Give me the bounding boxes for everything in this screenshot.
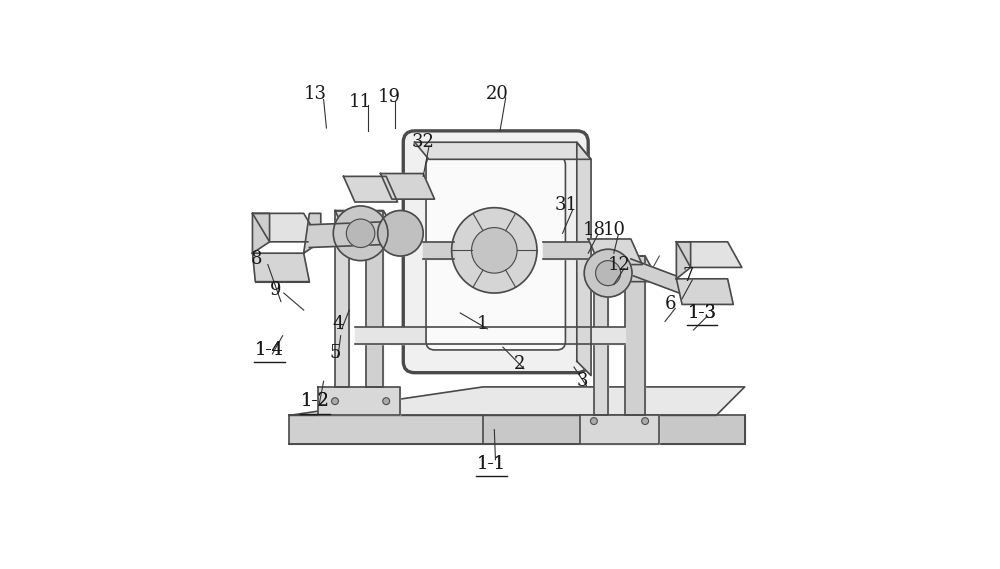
Text: 8: 8: [251, 250, 262, 268]
Circle shape: [346, 219, 375, 248]
Polygon shape: [366, 211, 383, 387]
Text: 13: 13: [304, 85, 327, 103]
Text: 12: 12: [608, 255, 631, 274]
Text: 6: 6: [665, 295, 676, 314]
Circle shape: [383, 398, 390, 405]
Text: 19: 19: [378, 88, 401, 106]
Text: 11: 11: [349, 93, 372, 112]
Text: 5: 5: [329, 344, 341, 362]
Polygon shape: [676, 242, 742, 267]
Text: 31: 31: [555, 196, 578, 214]
Circle shape: [596, 261, 621, 286]
Polygon shape: [543, 242, 588, 259]
Text: 7: 7: [682, 267, 693, 285]
Polygon shape: [335, 211, 349, 387]
Text: 1-4: 1-4: [255, 341, 284, 359]
Polygon shape: [415, 142, 591, 159]
Circle shape: [333, 206, 388, 261]
Circle shape: [378, 211, 423, 256]
Polygon shape: [252, 213, 321, 242]
Polygon shape: [631, 259, 679, 293]
FancyBboxPatch shape: [403, 131, 588, 373]
Polygon shape: [289, 387, 745, 415]
Polygon shape: [676, 242, 691, 279]
Polygon shape: [355, 327, 625, 344]
Text: 1-2: 1-2: [301, 392, 330, 410]
Text: 4: 4: [332, 315, 344, 333]
Text: 9: 9: [269, 281, 281, 299]
Polygon shape: [625, 256, 645, 415]
Polygon shape: [483, 415, 745, 444]
Polygon shape: [335, 211, 400, 239]
Circle shape: [452, 208, 537, 293]
Text: 18: 18: [582, 221, 605, 240]
Text: 20: 20: [486, 85, 509, 103]
Polygon shape: [344, 176, 398, 202]
Polygon shape: [594, 256, 608, 415]
Text: 1-3: 1-3: [687, 304, 716, 322]
Circle shape: [332, 398, 338, 405]
Polygon shape: [318, 387, 400, 415]
Polygon shape: [381, 174, 435, 199]
Circle shape: [590, 418, 597, 424]
Circle shape: [584, 249, 632, 297]
Text: 1: 1: [477, 315, 489, 333]
Text: 1-4: 1-4: [255, 341, 284, 359]
Polygon shape: [594, 256, 659, 282]
FancyBboxPatch shape: [426, 156, 565, 350]
Polygon shape: [304, 213, 321, 253]
Circle shape: [642, 418, 649, 424]
Polygon shape: [577, 142, 591, 376]
Text: 1-1: 1-1: [477, 455, 506, 473]
Polygon shape: [252, 253, 309, 282]
Polygon shape: [580, 415, 659, 444]
Text: 32: 32: [412, 133, 435, 151]
Text: 3: 3: [577, 372, 588, 390]
Polygon shape: [423, 242, 454, 259]
Polygon shape: [289, 415, 483, 444]
Text: 1-3: 1-3: [687, 304, 716, 322]
Text: 1-2: 1-2: [301, 392, 330, 410]
Polygon shape: [252, 213, 270, 253]
Polygon shape: [588, 239, 642, 265]
Circle shape: [472, 228, 517, 273]
Polygon shape: [676, 279, 733, 304]
Text: 10: 10: [602, 221, 625, 240]
Text: 2: 2: [514, 355, 526, 373]
Text: 1-1: 1-1: [477, 455, 506, 473]
Polygon shape: [309, 222, 381, 248]
